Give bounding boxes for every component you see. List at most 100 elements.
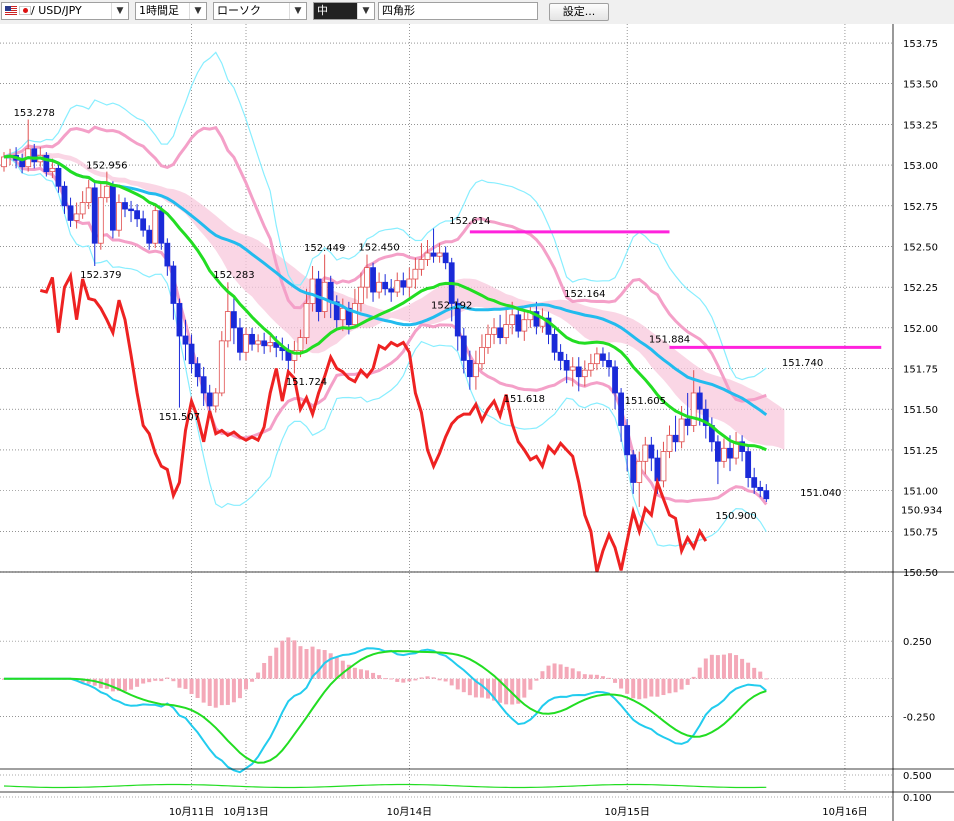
- timeframe-select[interactable]: 1時間足 ▼: [135, 2, 207, 20]
- macd-histogram-bar: [256, 672, 261, 679]
- macd-histogram-bar: [582, 674, 587, 679]
- drawing-shape-field[interactable]: 四角形: [378, 2, 538, 20]
- candle: [212, 388, 219, 413]
- macd-histogram-bar: [540, 671, 545, 679]
- candle-body: [684, 418, 691, 426]
- macd-histogram-bar: [413, 678, 418, 681]
- macd-histogram-bar: [721, 654, 726, 679]
- candle-body: [176, 303, 183, 337]
- candle-body: [128, 208, 134, 212]
- candle-body: [400, 280, 407, 288]
- macd-histogram-bar: [522, 678, 527, 698]
- macd-histogram-bar: [667, 678, 672, 694]
- ma-green-line: [3, 154, 767, 452]
- candle: [134, 204, 141, 227]
- chevron-down-icon: ▼: [189, 3, 206, 19]
- price-tick-label: 150.75: [903, 527, 938, 538]
- candle: [733, 432, 739, 465]
- chevron-down-icon: ▼: [357, 3, 374, 19]
- macd-histogram-bar: [600, 676, 605, 679]
- candle-body: [660, 451, 667, 482]
- candle-body: [103, 185, 110, 199]
- macd-histogram-bar: [298, 646, 303, 679]
- price-annotation: 151.507: [159, 412, 200, 423]
- candle-body: [563, 360, 570, 371]
- candle-body: [212, 392, 219, 407]
- candle-body: [521, 319, 528, 332]
- candle-body: [351, 303, 358, 326]
- price-chart[interactable]: 153.278 152.956 152.379 151.507 152.283 151.7…: [0, 24, 954, 821]
- candle-body: [600, 353, 606, 361]
- macd-histogram-bar: [643, 678, 648, 699]
- bb-upper-2: [3, 125, 767, 403]
- macd-histogram-bar: [395, 678, 400, 682]
- macd-histogram-bar: [304, 649, 309, 679]
- macd-histogram-bar: [728, 653, 732, 679]
- candle: [176, 298, 183, 408]
- sub2-tick-label: 0.100: [903, 793, 932, 804]
- candle: [745, 445, 752, 488]
- candle-body: [224, 311, 231, 342]
- candle-body: [333, 301, 340, 321]
- candle: [152, 205, 159, 249]
- candle: [103, 171, 110, 203]
- candle: [122, 197, 128, 218]
- macd-histogram-bar: [588, 674, 593, 679]
- candle-body: [230, 311, 237, 329]
- macd-histogram-bar: [213, 678, 218, 708]
- candle-body: [43, 154, 50, 173]
- candle: [394, 272, 401, 297]
- macd-histogram-bar: [709, 654, 714, 679]
- macd-histogram-bar: [631, 678, 636, 699]
- price-tick-label: 152.75: [903, 202, 938, 213]
- candle-body: [91, 187, 98, 244]
- candle-body: [479, 346, 485, 365]
- macd-histogram-bar: [401, 678, 406, 683]
- macd-histogram-bar: [576, 671, 581, 679]
- candle: [61, 181, 68, 214]
- candle: [763, 484, 770, 503]
- price-tick-label: 152.25: [903, 283, 938, 294]
- sub-indicator-panel: 0.500 0.100: [0, 768, 954, 804]
- candle-body: [612, 366, 618, 394]
- price-tick-label: 151.75: [903, 365, 938, 376]
- ma-cyan-line: [3, 154, 768, 416]
- price-tick-label: 153.50: [903, 80, 938, 91]
- candle-body: [110, 185, 116, 231]
- macd-histogram-bar: [764, 678, 769, 680]
- symbol-select[interactable]: / USD/JPY ▼: [1, 2, 129, 20]
- price-annotation: 151.884: [649, 335, 690, 346]
- candle: [291, 340, 298, 374]
- candle: [67, 197, 74, 227]
- candle: [309, 266, 316, 312]
- candle-body: [79, 202, 86, 215]
- candle-body: [412, 268, 419, 280]
- candle: [466, 350, 473, 390]
- candle-body: [116, 202, 122, 231]
- line-width-select[interactable]: 中 ▼: [313, 2, 375, 20]
- candle-body: [67, 205, 74, 221]
- price-annotation: 152.192: [431, 301, 472, 312]
- candle: [388, 279, 395, 302]
- macd-histogram-bar: [685, 678, 690, 685]
- settings-button[interactable]: 設定...: [549, 3, 609, 21]
- candle-body: [122, 202, 128, 210]
- macd-histogram-bar: [177, 678, 182, 688]
- macd-histogram-bar: [734, 655, 739, 679]
- candle: [79, 191, 86, 219]
- candle: [708, 417, 715, 452]
- candle: [751, 467, 758, 494]
- price-annotation: 151.605: [625, 396, 666, 407]
- chart-style-select[interactable]: ローソク ▼: [213, 2, 307, 20]
- candle: [503, 308, 510, 345]
- candle-body: [261, 340, 268, 347]
- candle-body: [472, 363, 479, 378]
- chevron-down-icon: ▼: [289, 3, 306, 19]
- candle-body: [606, 360, 612, 368]
- macd-histogram-bar: [758, 671, 763, 679]
- macd-histogram-bar: [607, 677, 611, 679]
- candle-body: [358, 286, 364, 304]
- candle-body: [587, 363, 594, 371]
- candle-body: [503, 324, 510, 339]
- macd-histogram-bar: [534, 678, 539, 681]
